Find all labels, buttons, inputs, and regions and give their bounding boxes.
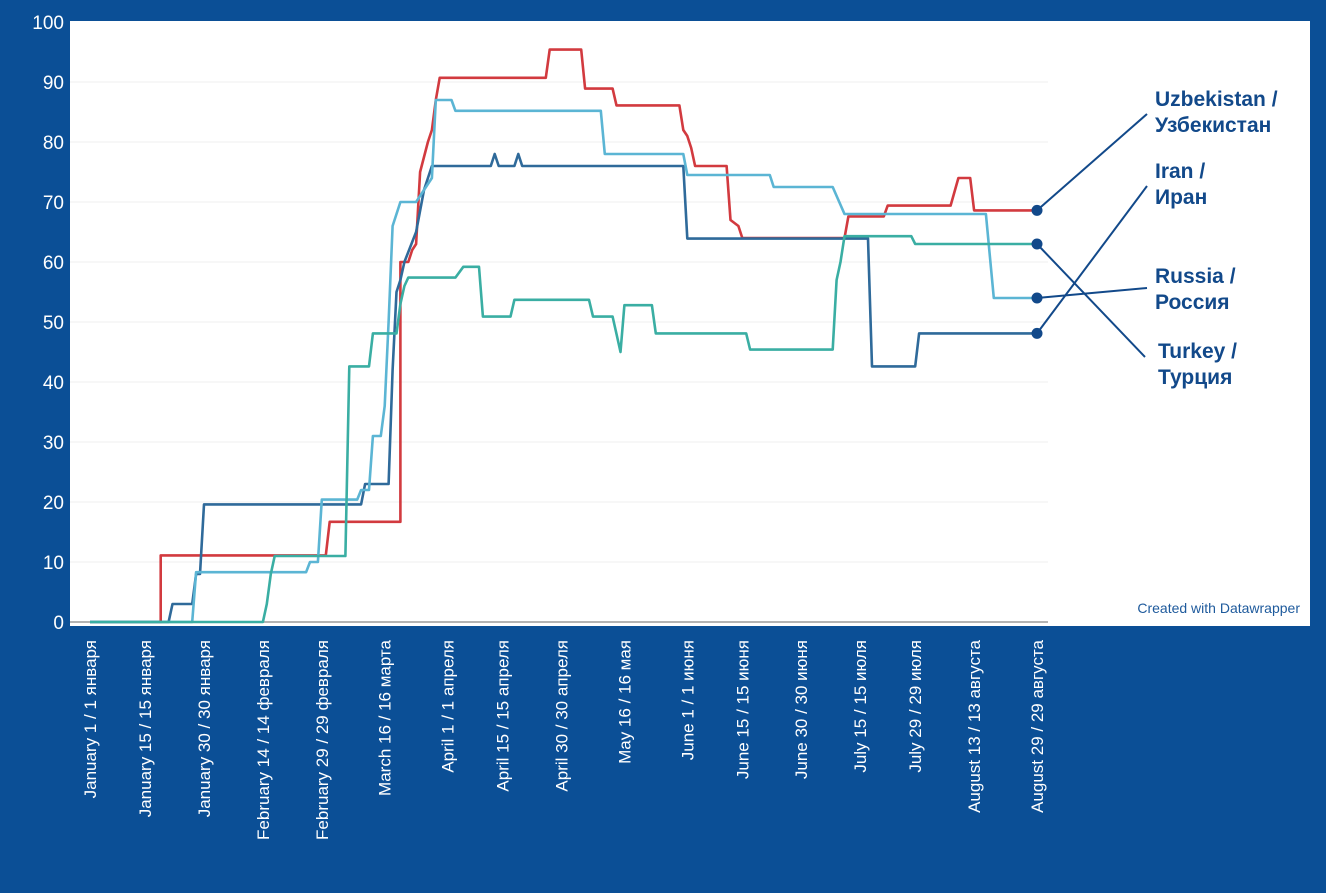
x-tick-label: August 29 / 29 августа [1028,639,1047,812]
y-tick-label: 100 [32,13,64,34]
y-tick-label: 40 [43,373,64,394]
y-tick-label: 20 [43,493,64,514]
credit-text: Created with Datawrapper [1137,600,1300,616]
x-tick-label: January 15 / 15 января [136,640,155,817]
x-tick-label: May 16 / 16 мая [615,640,634,764]
y-tick-label: 10 [43,553,64,574]
series-label: Uzbekistan / [1155,88,1278,111]
label-connector [1036,287,1148,299]
series-label: Россия [1155,291,1230,314]
x-tick-label: June 30 / 30 июня [792,640,811,779]
x-tick-label: June 15 / 15 июня [733,640,752,779]
y-tick-label: 70 [43,193,64,214]
series-endpoints [1031,204,1043,339]
series-label: Iran / [1155,160,1205,183]
series-label: Узбекистан [1155,114,1271,137]
x-tick-label: July 15 / 15 июля [851,640,870,773]
y-tick-label: 30 [43,433,64,454]
y-axis-ticks: 0 10 20 30 40 50 60 70 80 90 100 [32,13,64,634]
x-tick-label: February 29 / 29 февраля [313,640,332,840]
x-tick-label: March 16 / 16 марта [376,639,395,795]
gridlines [70,81,1048,623]
series-line-0 [90,48,1037,624]
x-tick-label: February 14 / 14 февраля [254,640,273,840]
series-line-2 [90,98,1037,624]
x-axis-ticks: January 1 / 1 января January 15 / 15 янва… [81,639,1047,840]
series-label: Russia / [1155,265,1236,288]
series-label: Турция [1158,366,1232,389]
y-tick-label: 0 [53,613,64,634]
label-connector [1036,185,1148,334]
x-tick-label: April 1 / 1 апреля [439,640,458,773]
label-connector [1036,113,1148,212]
y-tick-label: 80 [43,133,64,154]
series-label: Turkey / [1158,340,1237,363]
series-labels: Uzbekistan / Узбекистан Iran / Иран Russia /… [1036,88,1278,389]
y-tick-label: 90 [43,73,64,94]
series-lines [90,48,1037,624]
series-label: Иран [1155,186,1207,209]
x-tick-label: April 30 / 30 апреля [553,640,572,792]
y-tick-label: 50 [43,313,64,334]
series-line-1 [90,152,1037,624]
x-tick-label: July 29 / 29 июля [906,640,925,773]
x-tick-label: January 1 / 1 января [81,640,100,798]
chart-panel [70,21,1310,626]
y-tick-label: 60 [43,253,64,274]
x-tick-label: April 15 / 15 апреля [494,640,513,792]
label-connector [1036,243,1146,358]
series-line-3 [90,234,1037,624]
x-tick-label: January 30 / 30 января [195,640,214,817]
x-tick-label: August 13 / 13 августа [965,639,984,812]
x-tick-label: June 1 / 1 июня [678,640,697,760]
